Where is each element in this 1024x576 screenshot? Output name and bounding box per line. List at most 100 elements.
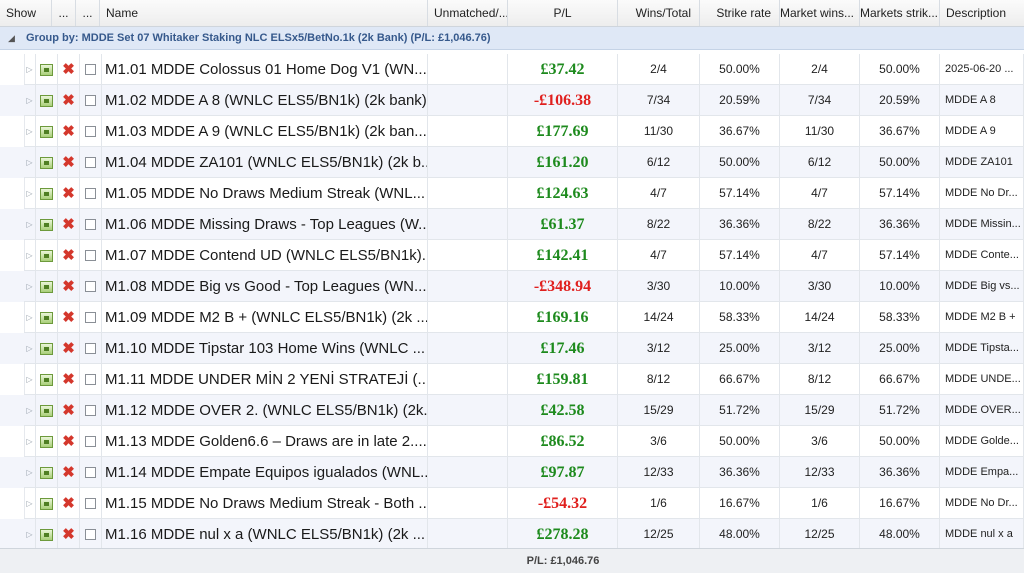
delete-x-icon[interactable]: ✖ xyxy=(58,178,80,209)
row-checkbox[interactable] xyxy=(80,271,102,302)
checkbox-box[interactable] xyxy=(85,374,96,385)
checkbox-box[interactable] xyxy=(85,312,96,323)
expand-arrow-icon[interactable]: ▷ xyxy=(24,457,36,488)
delete-x-icon[interactable]: ✖ xyxy=(58,54,80,85)
expand-arrow-icon[interactable]: ▷ xyxy=(24,147,36,178)
checkbox-box[interactable] xyxy=(85,219,96,230)
checkbox-box[interactable] xyxy=(85,95,96,106)
column-header-unmatched[interactable]: Unmatched/... xyxy=(428,0,508,26)
row-checkbox[interactable] xyxy=(80,395,102,426)
row-checkbox[interactable] xyxy=(80,488,102,519)
expand-arrow-icon[interactable]: ▷ xyxy=(24,240,36,271)
delete-x-icon[interactable]: ✖ xyxy=(58,147,80,178)
checkbox-box[interactable] xyxy=(85,498,96,509)
table-row[interactable]: ▷ ✖ M1.14 MDDE Empate Equipos igualados (W… xyxy=(0,457,1024,488)
table-row[interactable]: ▷ ✖ M1.02 MDDE A 8 (WNLC ELS5/BN1k) (2k ba… xyxy=(0,85,1024,116)
column-header-description[interactable]: Description xyxy=(946,6,1007,20)
expand-arrow-icon[interactable]: ▷ xyxy=(24,426,36,457)
column-header-dots-1[interactable]: ... xyxy=(52,0,76,26)
row-checkbox[interactable] xyxy=(80,302,102,333)
checkbox-box[interactable] xyxy=(85,343,96,354)
strategy-sheet-icon[interactable] xyxy=(36,209,58,240)
table-row[interactable]: ▷ ✖ M1.07 MDDE Contend UD (WNLC ELS5/BN1k)… xyxy=(0,240,1024,271)
row-checkbox[interactable] xyxy=(80,147,102,178)
delete-x-icon[interactable]: ✖ xyxy=(58,240,80,271)
table-row[interactable]: ▷ ✖ M1.09 MDDE M2 B + (WNLC ELS5/BN1k) (2k… xyxy=(0,302,1024,333)
collapse-group-icon[interactable]: ◢ xyxy=(8,33,15,43)
checkbox-box[interactable] xyxy=(85,436,96,447)
checkbox-box[interactable] xyxy=(85,64,96,75)
table-row[interactable]: ▷ ✖ M1.04 MDDE ZA101 (WNLC ELS5/BN1k) (2k … xyxy=(0,147,1024,178)
row-checkbox[interactable] xyxy=(80,364,102,395)
row-checkbox[interactable] xyxy=(80,333,102,364)
column-header-strike-rate[interactable]: Strike rate xyxy=(700,0,780,26)
strategy-sheet-icon[interactable] xyxy=(36,85,58,116)
row-checkbox[interactable] xyxy=(80,240,102,271)
delete-x-icon[interactable]: ✖ xyxy=(58,271,80,302)
delete-x-icon[interactable]: ✖ xyxy=(58,519,80,550)
column-header-dots-2[interactable]: ... xyxy=(76,0,100,26)
strategy-sheet-icon[interactable] xyxy=(36,302,58,333)
expand-arrow-icon[interactable]: ▷ xyxy=(24,395,36,426)
checkbox-box[interactable] xyxy=(85,250,96,261)
delete-x-icon[interactable]: ✖ xyxy=(58,364,80,395)
table-row[interactable]: ▷ ✖ M1.05 MDDE No Draws Medium Streak (WNL… xyxy=(0,178,1024,209)
table-row[interactable]: ▷ ✖ M1.10 MDDE Tipstar 103 Home Wins (WNLC… xyxy=(0,333,1024,364)
table-row[interactable]: ▷ ✖ M1.03 MDDE A 9 (WNLC ELS5/BN1k) (2k ba… xyxy=(0,116,1024,147)
strategy-sheet-icon[interactable] xyxy=(36,271,58,302)
strategy-sheet-icon[interactable] xyxy=(36,395,58,426)
table-row[interactable]: ▷ ✖ M1.15 MDDE No Draws Medium Streak - Bo… xyxy=(0,488,1024,519)
row-checkbox[interactable] xyxy=(80,519,102,550)
delete-x-icon[interactable]: ✖ xyxy=(58,209,80,240)
delete-x-icon[interactable]: ✖ xyxy=(58,488,80,519)
strategy-sheet-icon[interactable] xyxy=(36,147,58,178)
delete-x-icon[interactable]: ✖ xyxy=(58,333,80,364)
row-checkbox[interactable] xyxy=(80,178,102,209)
table-row[interactable]: ▷ ✖ M1.08 MDDE Big vs Good - Top Leagues (… xyxy=(0,271,1024,302)
table-row[interactable]: ▷ ✖ M1.16 MDDE nul x a (WNLC ELS5/BN1k) (2… xyxy=(0,519,1024,550)
checkbox-box[interactable] xyxy=(85,188,96,199)
expand-arrow-icon[interactable]: ▷ xyxy=(24,116,36,147)
strategy-sheet-icon[interactable] xyxy=(36,116,58,147)
strategy-sheet-icon[interactable] xyxy=(36,364,58,395)
expand-arrow-icon[interactable]: ▷ xyxy=(24,519,36,550)
expand-arrow-icon[interactable]: ▷ xyxy=(24,209,36,240)
expand-arrow-icon[interactable]: ▷ xyxy=(24,54,36,85)
expand-arrow-icon[interactable]: ▷ xyxy=(24,85,36,116)
column-header-market-wins[interactable]: Market wins... xyxy=(780,0,860,26)
checkbox-box[interactable] xyxy=(85,467,96,478)
delete-x-icon[interactable]: ✖ xyxy=(58,302,80,333)
column-header-markets-strike[interactable]: Markets strik... xyxy=(860,0,940,26)
delete-x-icon[interactable]: ✖ xyxy=(58,457,80,488)
strategy-sheet-icon[interactable] xyxy=(36,426,58,457)
column-header-show[interactable]: Show xyxy=(0,0,52,26)
strategy-sheet-icon[interactable] xyxy=(36,488,58,519)
table-row[interactable]: ▷ ✖ M1.01 MDDE Colossus 01 Home Dog V1 (WN… xyxy=(0,54,1024,85)
table-row[interactable]: ▷ ✖ M1.12 MDDE OVER 2. (WNLC ELS5/BN1k) (2… xyxy=(0,395,1024,426)
delete-x-icon[interactable]: ✖ xyxy=(58,85,80,116)
delete-x-icon[interactable]: ✖ xyxy=(58,395,80,426)
strategy-sheet-icon[interactable] xyxy=(36,240,58,271)
expand-arrow-icon[interactable]: ▷ xyxy=(24,302,36,333)
group-row[interactable]: ◢ Group by: MDDE Set 07 Whitaker Staking… xyxy=(0,27,1024,50)
delete-x-icon[interactable]: ✖ xyxy=(58,426,80,457)
row-checkbox[interactable] xyxy=(80,209,102,240)
table-row[interactable]: ▷ ✖ M1.06 MDDE Missing Draws - Top Leagues… xyxy=(0,209,1024,240)
column-header-name[interactable]: Name xyxy=(100,0,428,26)
strategy-sheet-icon[interactable] xyxy=(36,54,58,85)
strategy-sheet-icon[interactable] xyxy=(36,178,58,209)
checkbox-box[interactable] xyxy=(85,126,96,137)
table-row[interactable]: ▷ ✖ M1.11 MDDE UNDER MİN 2 YENİ STRATEJİ (… xyxy=(0,364,1024,395)
column-header-wins-total[interactable]: Wins/Total xyxy=(618,0,700,26)
strategy-sheet-icon[interactable] xyxy=(36,333,58,364)
checkbox-box[interactable] xyxy=(85,157,96,168)
strategy-sheet-icon[interactable] xyxy=(36,457,58,488)
row-checkbox[interactable] xyxy=(80,116,102,147)
row-checkbox[interactable] xyxy=(80,54,102,85)
row-checkbox[interactable] xyxy=(80,426,102,457)
strategy-sheet-icon[interactable] xyxy=(36,519,58,550)
expand-arrow-icon[interactable]: ▷ xyxy=(24,364,36,395)
checkbox-box[interactable] xyxy=(85,405,96,416)
row-checkbox[interactable] xyxy=(80,85,102,116)
table-row[interactable]: ▷ ✖ M1.13 MDDE Golden6.6 – Draws are in la… xyxy=(0,426,1024,457)
